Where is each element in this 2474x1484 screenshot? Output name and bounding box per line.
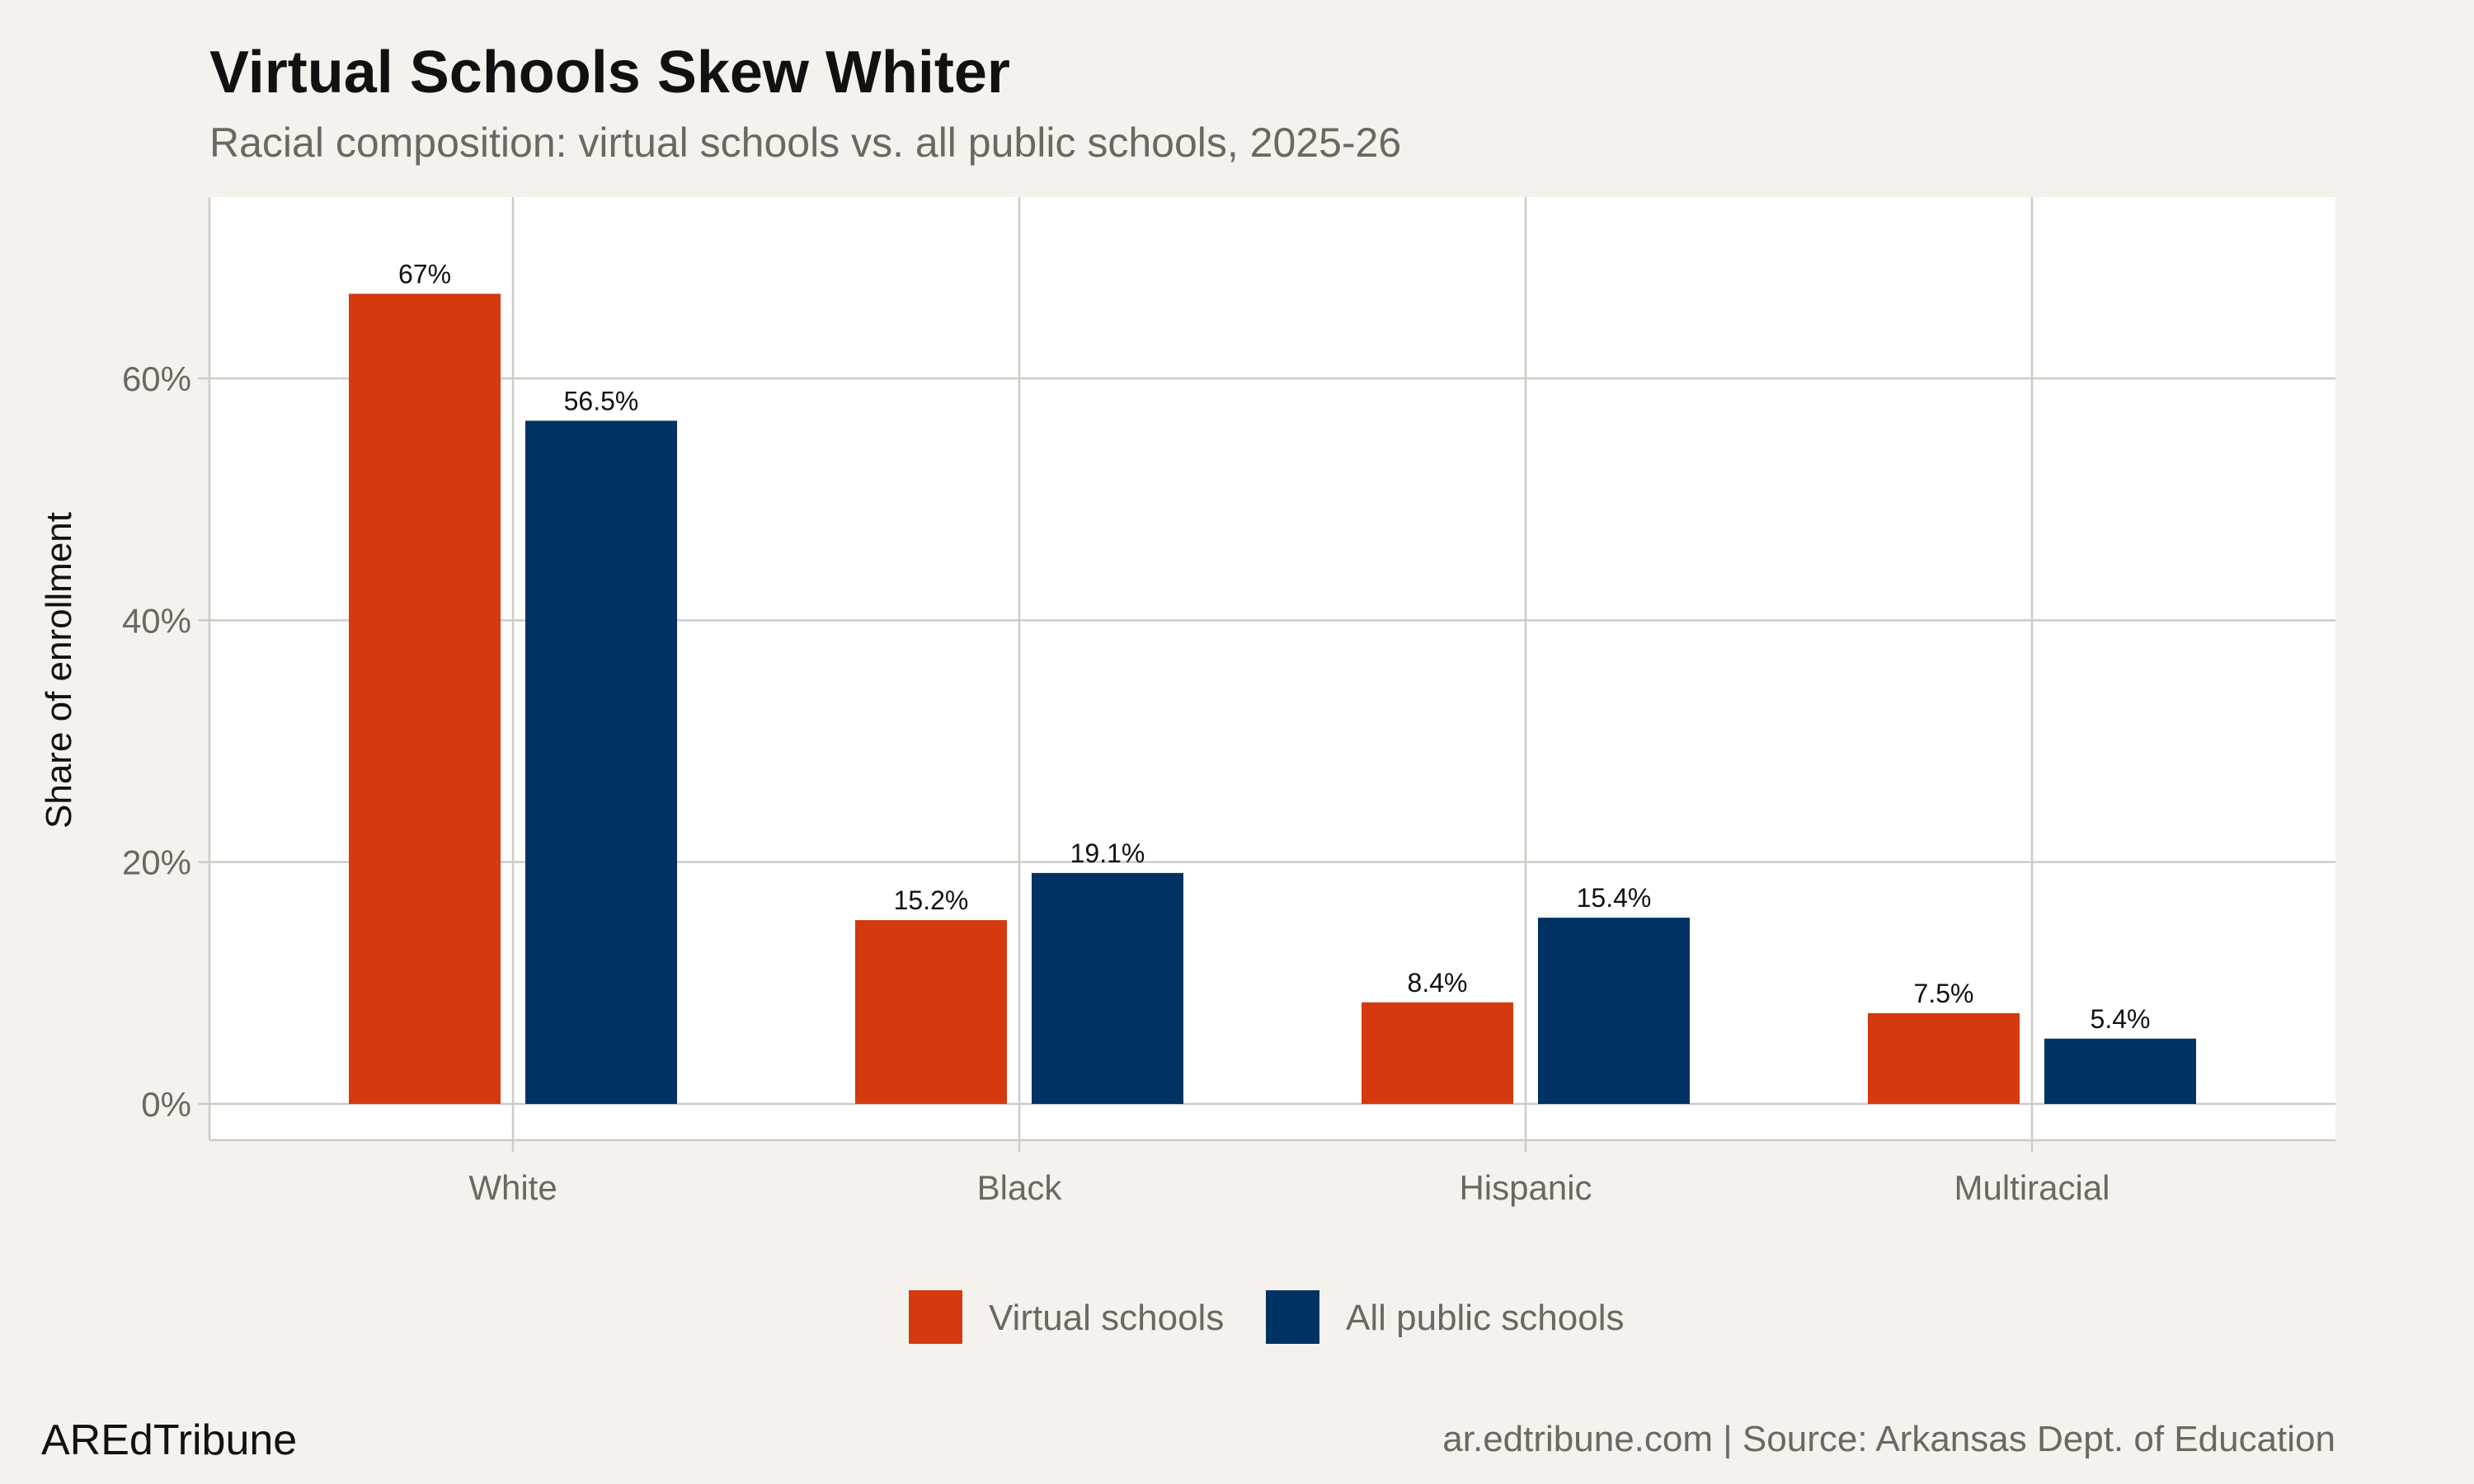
bars: 67% 15.2% 8.4% 7.5% 56.5% 19.1% 15.4% 5.4% <box>349 259 2196 1104</box>
data-label: 8.4% <box>1408 968 1468 998</box>
data-label: 67% <box>398 259 451 289</box>
legend-key-virtual <box>909 1290 962 1344</box>
y-axis-title: Share of enrollment <box>39 512 79 829</box>
y-tick-label: 20% <box>122 843 191 882</box>
bar-multiracial-virtual <box>1868 1013 2020 1104</box>
y-tick-label: 40% <box>122 601 191 640</box>
x-tick-label: Multiracial <box>1954 1168 2109 1207</box>
legend-label: Virtual schools <box>989 1298 1224 1338</box>
data-label: 5.4% <box>2091 1004 2151 1034</box>
x-tick-label: Hispanic <box>1459 1168 1592 1207</box>
bar-white-public <box>525 420 677 1104</box>
data-label: 56.5% <box>564 386 639 416</box>
chart-title: Virtual Schools Skew Whiter <box>209 40 1010 106</box>
source-note: ar.edtribune.com | Source: Arkansas Dept… <box>1442 1419 2335 1459</box>
y-tick-label: 0% <box>141 1085 191 1124</box>
y-tick-label: 60% <box>122 359 191 398</box>
axes: 0% 20% 40% 60% White Black Hispanic Multiracial <box>122 197 2335 1207</box>
bar-hispanic-public <box>1538 918 1690 1104</box>
chart-subtitle: Racial composition: virtual schools vs. … <box>209 120 1401 166</box>
bar-multiracial-public <box>2044 1038 2196 1104</box>
x-tick-label: Black <box>977 1168 1063 1207</box>
data-label: 15.4% <box>1577 883 1652 913</box>
data-label: 19.1% <box>1070 838 1145 868</box>
legend-key-public <box>1266 1290 1319 1344</box>
data-label: 7.5% <box>1914 979 1974 1008</box>
data-label: 15.2% <box>894 885 969 915</box>
bar-black-virtual <box>855 920 1007 1104</box>
bar-white-virtual <box>349 294 501 1104</box>
x-tick-label: White <box>468 1168 557 1207</box>
bar-black-public <box>1032 872 1183 1104</box>
brand-logo-text: AREdTribune <box>41 1416 297 1464</box>
legend: Virtual schools All public schools <box>909 1290 1625 1344</box>
legend-label: All public schools <box>1346 1298 1625 1338</box>
bar-hispanic-virtual <box>1362 1002 1513 1104</box>
